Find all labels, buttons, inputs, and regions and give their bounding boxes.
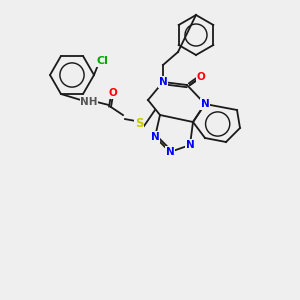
Text: N: N — [166, 147, 174, 157]
Text: Cl: Cl — [96, 56, 108, 66]
Text: S: S — [135, 117, 143, 130]
Text: N: N — [186, 140, 194, 150]
Text: N: N — [201, 99, 209, 109]
Text: N: N — [159, 77, 167, 87]
Text: O: O — [196, 72, 206, 82]
Text: O: O — [109, 88, 117, 98]
Text: NH: NH — [80, 97, 98, 107]
Text: N: N — [151, 132, 159, 142]
